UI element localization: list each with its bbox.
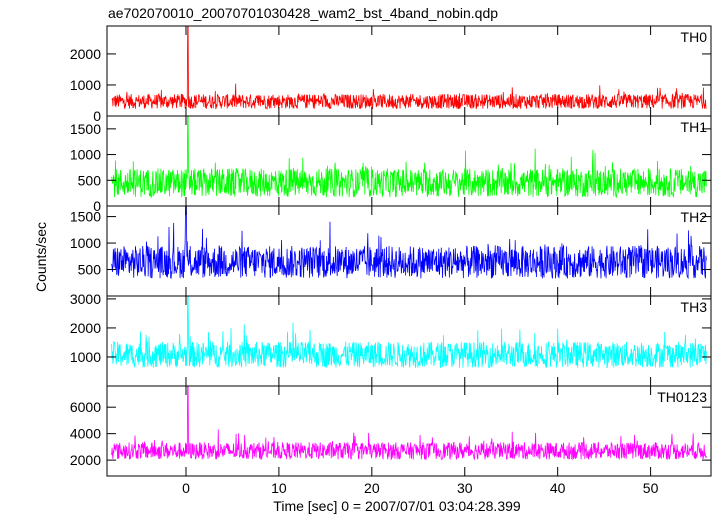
y-tick-label: 500 [78, 172, 102, 188]
x-tick-label: 40 [550, 480, 566, 496]
y-tick-label: 6000 [70, 399, 101, 415]
chart-title: ae702070010_20070701030428_wam2_bst_4ban… [108, 5, 498, 21]
panel-frame [106, 385, 712, 477]
panel-th1: TH1 0 500 1000 1500 [70, 115, 712, 214]
x-tick-label: 30 [457, 480, 473, 496]
panel-frame [106, 115, 712, 207]
y-tick-label: 1500 [70, 121, 101, 137]
y-tick-label: 3000 [70, 291, 101, 307]
y-tick-label: 1000 [70, 147, 101, 163]
y-tick-label: 1000 [70, 235, 101, 251]
series-line-th0123 [111, 385, 707, 461]
y-tick-label: 1000 [70, 77, 101, 93]
series-line-th0 [111, 25, 707, 110]
panel-frame [106, 295, 712, 387]
chart-panels: TH0010002000TH1050010001500TH25001000150… [70, 25, 712, 496]
y-tick-label: 2000 [70, 46, 101, 62]
x-tick-label: 10 [271, 480, 287, 496]
y-tick-label: 1500 [70, 209, 101, 225]
panel-label: TH2 [681, 209, 708, 225]
panel-th2: TH2 500 1000 1500 [70, 205, 712, 297]
y-axis-title: Counts/sec [33, 222, 49, 292]
x-tick-label: 0 [182, 480, 190, 496]
y-tick-label: 2000 [70, 320, 101, 336]
x-tick-label: 20 [364, 480, 380, 496]
panel-label: TH0 [681, 29, 708, 45]
panel-label: TH1 [681, 119, 708, 135]
series-line-th2 [111, 205, 707, 280]
panel-th3: TH3 1000 2000 3000 [70, 291, 712, 387]
panel-label: TH3 [681, 299, 708, 315]
panel-label: TH0123 [657, 389, 707, 405]
y-tick-label: 2000 [70, 452, 101, 468]
y-tick-label: 500 [78, 262, 102, 278]
y-tick-label: 1000 [70, 349, 101, 365]
series-line-th1 [111, 115, 707, 199]
panel-th0123: TH0123 2000 4000 6000 0 10 20 30 40 50 [70, 385, 712, 496]
x-tick-label: 50 [643, 480, 659, 496]
series-line-th3 [111, 295, 707, 369]
panel-th0: TH0 0 1000 2000 [70, 25, 712, 124]
y-tick-label: 0 [93, 198, 101, 214]
x-axis-title: Time [sec] 0 = 2007/07/01 03:04:28.399 [273, 498, 521, 514]
y-tick-label: 4000 [70, 426, 101, 442]
y-tick-label: 0 [93, 108, 101, 124]
